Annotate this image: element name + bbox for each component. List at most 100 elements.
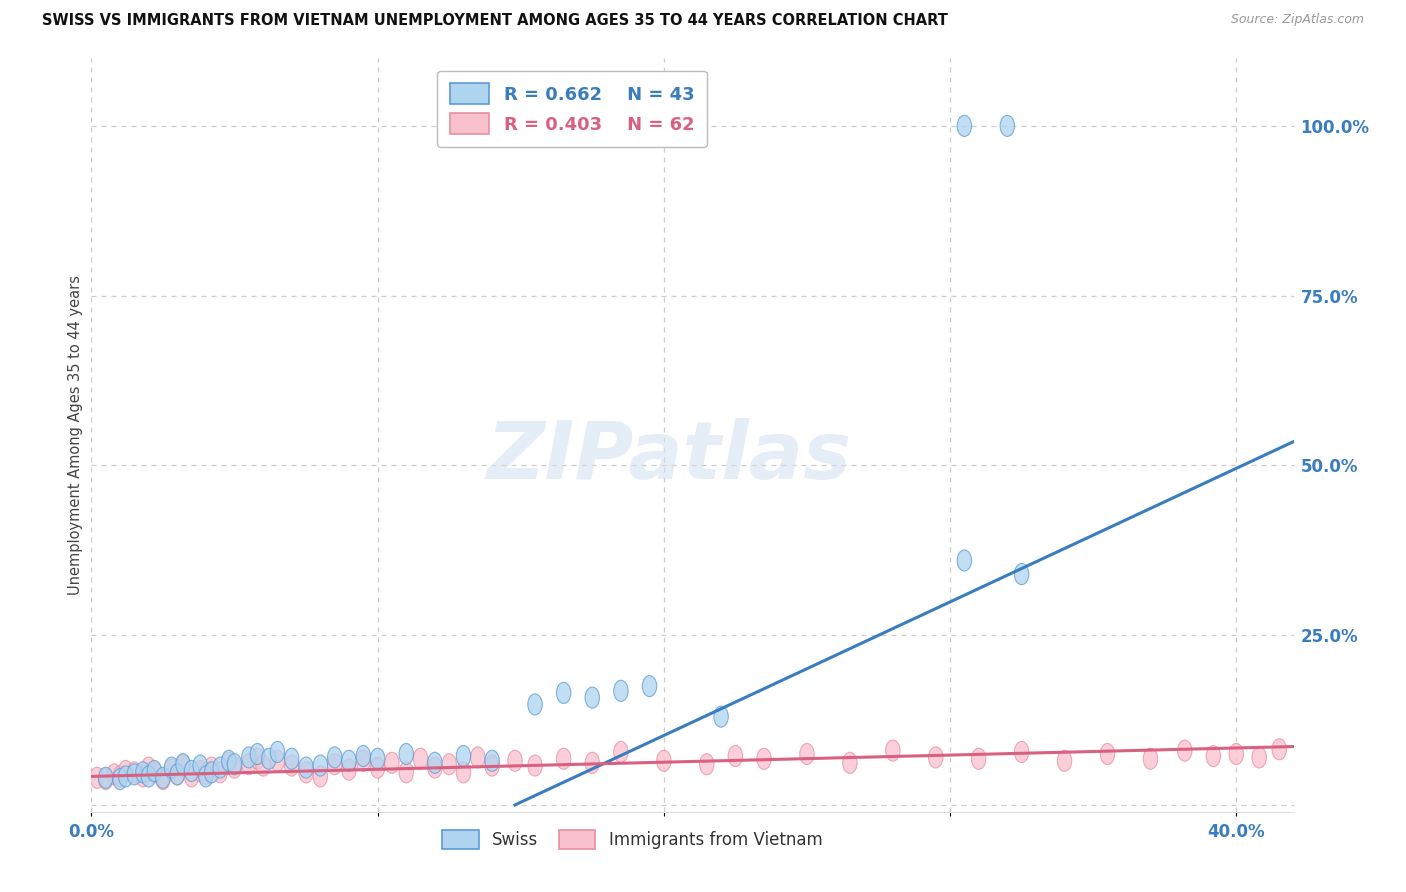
Ellipse shape — [156, 769, 170, 789]
Ellipse shape — [585, 687, 599, 708]
Ellipse shape — [557, 748, 571, 769]
Ellipse shape — [328, 747, 342, 768]
Ellipse shape — [457, 762, 471, 783]
Ellipse shape — [212, 762, 228, 783]
Ellipse shape — [1000, 115, 1015, 136]
Ellipse shape — [1101, 743, 1115, 764]
Ellipse shape — [314, 755, 328, 776]
Ellipse shape — [136, 766, 150, 787]
Ellipse shape — [262, 748, 276, 769]
Ellipse shape — [184, 760, 198, 781]
Text: SWISS VS IMMIGRANTS FROM VIETNAM UNEMPLOYMENT AMONG AGES 35 TO 44 YEARS CORRELAT: SWISS VS IMMIGRANTS FROM VIETNAM UNEMPLO… — [42, 13, 948, 29]
Ellipse shape — [527, 755, 543, 776]
Ellipse shape — [193, 755, 207, 776]
Ellipse shape — [613, 741, 628, 763]
Ellipse shape — [800, 743, 814, 764]
Ellipse shape — [557, 682, 571, 704]
Ellipse shape — [250, 743, 264, 764]
Ellipse shape — [212, 757, 228, 778]
Ellipse shape — [176, 754, 190, 775]
Ellipse shape — [284, 748, 299, 769]
Ellipse shape — [342, 750, 356, 772]
Ellipse shape — [413, 748, 427, 769]
Ellipse shape — [957, 550, 972, 571]
Ellipse shape — [118, 766, 134, 787]
Ellipse shape — [142, 766, 156, 787]
Ellipse shape — [170, 764, 184, 785]
Ellipse shape — [356, 750, 371, 772]
Ellipse shape — [1206, 746, 1220, 766]
Ellipse shape — [356, 746, 371, 766]
Ellipse shape — [170, 764, 184, 785]
Ellipse shape — [156, 767, 170, 789]
Ellipse shape — [90, 767, 104, 789]
Ellipse shape — [270, 741, 284, 763]
Ellipse shape — [198, 764, 214, 784]
Ellipse shape — [165, 757, 179, 778]
Ellipse shape — [107, 764, 121, 785]
Legend: Swiss, Immigrants from Vietnam: Swiss, Immigrants from Vietnam — [436, 823, 830, 856]
Ellipse shape — [842, 752, 858, 773]
Ellipse shape — [471, 747, 485, 768]
Ellipse shape — [613, 681, 628, 701]
Ellipse shape — [118, 760, 134, 781]
Ellipse shape — [342, 759, 356, 780]
Ellipse shape — [1178, 740, 1192, 761]
Ellipse shape — [1014, 741, 1029, 763]
Ellipse shape — [756, 748, 772, 769]
Text: Source: ZipAtlas.com: Source: ZipAtlas.com — [1230, 13, 1364, 27]
Ellipse shape — [714, 706, 728, 727]
Ellipse shape — [928, 747, 943, 768]
Ellipse shape — [972, 748, 986, 769]
Ellipse shape — [657, 750, 671, 772]
Ellipse shape — [1251, 747, 1267, 768]
Ellipse shape — [485, 755, 499, 776]
Ellipse shape — [508, 750, 522, 772]
Ellipse shape — [250, 748, 264, 769]
Ellipse shape — [643, 675, 657, 697]
Ellipse shape — [728, 746, 742, 766]
Ellipse shape — [127, 762, 142, 783]
Ellipse shape — [256, 755, 270, 776]
Ellipse shape — [585, 752, 599, 773]
Ellipse shape — [1229, 743, 1243, 764]
Ellipse shape — [700, 754, 714, 775]
Ellipse shape — [370, 757, 385, 778]
Ellipse shape — [165, 759, 179, 780]
Text: ZIPatlas: ZIPatlas — [486, 418, 851, 497]
Ellipse shape — [148, 760, 162, 781]
Ellipse shape — [142, 757, 156, 778]
Ellipse shape — [228, 757, 242, 778]
Y-axis label: Unemployment Among Ages 35 to 44 years: Unemployment Among Ages 35 to 44 years — [67, 275, 83, 595]
Ellipse shape — [222, 750, 236, 772]
Ellipse shape — [886, 740, 900, 761]
Ellipse shape — [176, 755, 190, 776]
Ellipse shape — [957, 115, 972, 136]
Ellipse shape — [136, 762, 150, 783]
Ellipse shape — [112, 766, 127, 787]
Ellipse shape — [204, 762, 219, 783]
Ellipse shape — [204, 757, 219, 778]
Ellipse shape — [1272, 739, 1286, 760]
Ellipse shape — [427, 752, 441, 773]
Ellipse shape — [299, 762, 314, 783]
Ellipse shape — [242, 747, 256, 768]
Ellipse shape — [184, 766, 198, 787]
Ellipse shape — [328, 754, 342, 775]
Ellipse shape — [1057, 750, 1071, 772]
Ellipse shape — [198, 766, 214, 787]
Ellipse shape — [270, 750, 284, 772]
Ellipse shape — [399, 743, 413, 764]
Ellipse shape — [242, 754, 256, 775]
Ellipse shape — [399, 762, 413, 783]
Ellipse shape — [385, 752, 399, 773]
Ellipse shape — [441, 754, 457, 775]
Ellipse shape — [148, 762, 162, 783]
Ellipse shape — [485, 750, 499, 772]
Ellipse shape — [1014, 564, 1029, 584]
Ellipse shape — [299, 757, 314, 778]
Ellipse shape — [314, 766, 328, 787]
Ellipse shape — [228, 754, 242, 775]
Ellipse shape — [457, 746, 471, 766]
Ellipse shape — [112, 769, 127, 789]
